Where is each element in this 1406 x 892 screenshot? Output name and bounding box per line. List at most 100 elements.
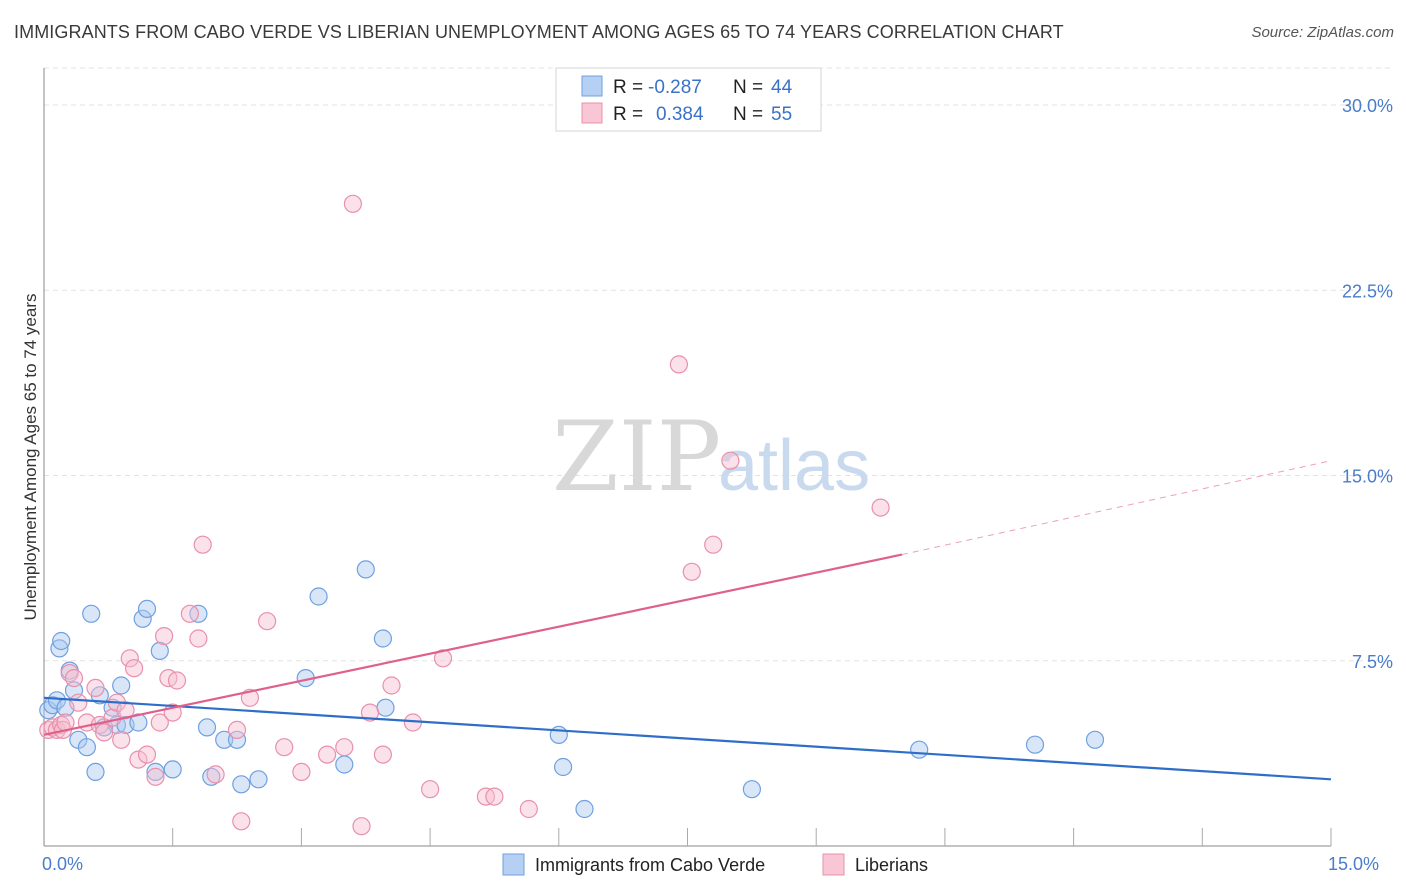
legend-n-value-2: 55 [771, 104, 792, 125]
point-liberians [421, 780, 440, 799]
point-liberians [519, 799, 538, 819]
point-liberians [69, 693, 88, 712]
point-cabo-verde [86, 762, 105, 782]
point-cabo-verde [133, 609, 152, 628]
point-cabo-verde [82, 604, 101, 623]
point-liberians [871, 498, 890, 517]
point-cabo-verde [910, 740, 929, 759]
x-tick-label-min: 0.0% [42, 854, 83, 874]
data-points [39, 194, 1105, 836]
point-cabo-verde [215, 730, 234, 749]
series-legend: Immigrants from Cabo Verde Liberians [502, 853, 928, 876]
point-cabo-verde [309, 587, 328, 606]
point-liberians [206, 765, 225, 784]
point-liberians [64, 668, 84, 688]
series-legend-label-cabo-verde: Immigrants from Cabo Verde [535, 855, 765, 875]
legend-r-value-1: -0.287 [648, 77, 702, 98]
point-liberians [352, 817, 371, 836]
point-cabo-verde [232, 775, 251, 794]
legend-r-label-1: R = [613, 77, 643, 98]
point-liberians [180, 604, 199, 623]
point-liberians [275, 738, 294, 757]
point-liberians [120, 649, 139, 668]
point-liberians [189, 629, 208, 648]
point-liberians [335, 738, 354, 757]
point-liberians [193, 535, 212, 554]
point-cabo-verde [77, 738, 97, 757]
watermark-atlas: atlas [718, 426, 870, 506]
point-liberians [721, 451, 740, 470]
point-liberians [94, 723, 114, 742]
point-liberians [343, 194, 362, 213]
point-liberians [232, 812, 251, 831]
chart-title: IMMIGRANTS FROM CABO VERDE VS LIBERIAN U… [14, 22, 1064, 42]
point-liberians [137, 745, 157, 764]
y-tick-label: 22.5% [1342, 281, 1393, 301]
point-liberians [669, 355, 689, 374]
point-liberians [373, 745, 392, 764]
legend-n-label-2: N = [733, 104, 763, 125]
chart-source: Source: ZipAtlas.com [1251, 24, 1394, 41]
series-legend-label-liberians: Liberians [855, 855, 928, 875]
point-liberians [360, 703, 380, 722]
point-cabo-verde [575, 799, 594, 819]
y-tick-label: 30.0% [1342, 96, 1393, 116]
legend-r-label-2: R = [613, 104, 643, 125]
y-tick-labels: 7.5% 15.0% 22.5% 30.0% [1342, 96, 1393, 672]
point-liberians [167, 671, 187, 690]
point-cabo-verde [356, 560, 375, 579]
point-cabo-verde [553, 757, 573, 777]
trend-line-liberians-extension [901, 460, 1332, 556]
point-liberians [146, 767, 165, 786]
point-liberians [125, 659, 144, 678]
point-cabo-verde [376, 698, 395, 717]
point-cabo-verde [150, 641, 169, 661]
point-liberians [318, 745, 337, 764]
point-liberians [155, 626, 174, 646]
point-cabo-verde [335, 755, 354, 774]
x-tick-label-max: 15.0% [1328, 854, 1379, 874]
y-tick-label: 15.0% [1342, 467, 1393, 487]
point-liberians [227, 720, 247, 740]
series-legend-swatch-liberians [822, 853, 845, 876]
y-axis-title: Unemployment Among Ages 65 to 74 years [21, 294, 40, 621]
point-cabo-verde [197, 718, 217, 737]
y-tick-label: 7.5% [1352, 652, 1393, 672]
point-cabo-verde [742, 780, 762, 799]
point-liberians [382, 676, 401, 695]
point-cabo-verde [112, 676, 131, 695]
legend-n-value-1: 44 [771, 77, 793, 98]
point-cabo-verde [52, 631, 71, 651]
legend-r-value-2: 0.384 [656, 104, 704, 125]
gridlines [44, 67, 1392, 662]
watermark: ZIP atlas [552, 401, 870, 513]
point-liberians [150, 713, 169, 732]
point-cabo-verde [1025, 735, 1045, 754]
point-liberians [112, 730, 131, 749]
trend-line-cabo-verde [43, 696, 1332, 781]
legend-swatch-pink [581, 102, 603, 124]
point-cabo-verde [249, 770, 268, 789]
point-liberians [433, 649, 453, 668]
point-cabo-verde [227, 730, 247, 749]
watermark-zip: ZIP [552, 401, 721, 513]
point-liberians [86, 678, 105, 698]
trend-lines [43, 460, 1332, 781]
point-liberians [258, 612, 277, 631]
legend-n-label-1: N = [733, 77, 763, 98]
trend-line-liberians [43, 553, 903, 736]
x-ticks [172, 828, 1332, 846]
point-liberians [704, 535, 723, 554]
legend-swatch-blue [581, 75, 603, 97]
point-cabo-verde [163, 760, 182, 779]
series-legend-swatch-cabo-verde [502, 853, 525, 876]
point-cabo-verde [373, 629, 392, 648]
point-liberians [129, 750, 148, 769]
correlation-legend: R = -0.287 N = 44 R = 0.384 N = 55 [555, 67, 822, 132]
point-liberians [682, 562, 701, 581]
point-liberians [292, 762, 311, 782]
point-cabo-verde [137, 599, 157, 619]
point-liberians [485, 787, 504, 806]
point-cabo-verde [50, 639, 69, 658]
